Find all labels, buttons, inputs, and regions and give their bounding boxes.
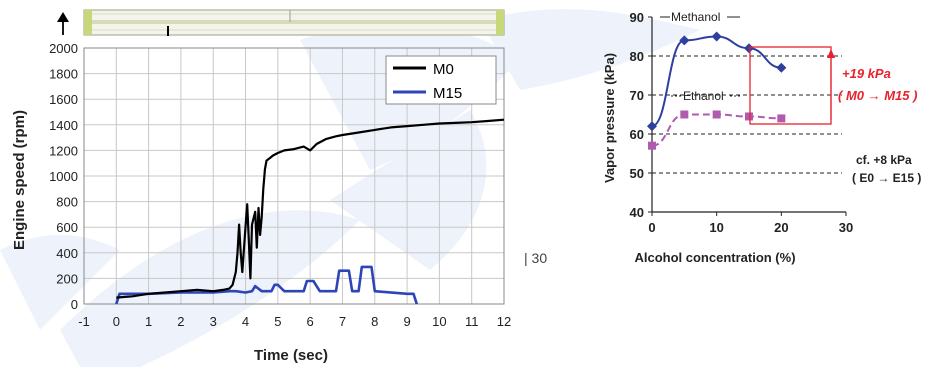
plot-frame: [83, 47, 505, 305]
point-ethanol: [745, 112, 753, 121]
series: [647, 31, 787, 150]
point-methanol: [679, 35, 690, 46]
delta-ethanol-line2: ( E0 → E15 ): [852, 171, 921, 185]
up-arrow-icon: [57, 12, 69, 35]
x-axis-label: Alcohol concentration (%): [634, 250, 795, 265]
x-tick-label: 11: [465, 314, 479, 329]
y-tick-label: 40: [630, 205, 644, 220]
x-tick-label: 2: [177, 314, 184, 329]
series-labels: Methanol Ethanol: [660, 10, 742, 103]
x-tick-label: 30: [839, 220, 853, 235]
x-axis-label: Time (sec): [254, 347, 328, 364]
x-tick-label: 10: [709, 220, 723, 235]
x-tick-label: 0: [113, 314, 120, 329]
label-methanol: Methanol: [671, 10, 720, 24]
y-tick-label: 60: [630, 127, 644, 142]
vapor-pressure-chart: 40 50 60 70 80 90 0 10 20 30 Vapor pressure (kPa…: [602, 10, 921, 265]
point-methanol: [744, 43, 754, 54]
x-tick-labels: 0 10 20 30: [648, 212, 853, 235]
y-tick-label: 70: [630, 88, 644, 103]
point-methanol: [647, 121, 657, 132]
x-tick-label: 8: [371, 314, 378, 329]
legend-m0: M0: [433, 61, 454, 78]
x-tick-label: 10: [432, 314, 446, 329]
point-methanol: [711, 31, 722, 42]
y-tick-label: 1600: [49, 92, 78, 107]
x-tick-label: 1: [145, 314, 152, 329]
x-tick-label: 6: [307, 314, 314, 329]
x-tick-label: 4: [242, 314, 249, 329]
x-tick-label: 3: [210, 314, 217, 329]
point-ethanol: [680, 110, 689, 119]
legend: M0 M15: [385, 55, 497, 105]
y-tick-label: 1400: [49, 118, 78, 133]
y-tick-labels: 0 200 400 600 800 1000 1200 1400 1600 1800 2000: [49, 41, 78, 312]
x-tick-label: 7: [339, 314, 346, 329]
x-tick-label: 12: [497, 314, 511, 329]
y-tick-label: 2000: [49, 41, 78, 56]
point-ethanol: [648, 141, 656, 150]
delta-annotation: +19 kPa ( M0 → M15 ): [749, 46, 917, 125]
delta-methanol-line2: ( M0 → M15 ): [838, 88, 917, 103]
point-methanol: [776, 62, 787, 73]
y-tick-label: 400: [56, 246, 78, 261]
y-tick-label: 200: [56, 271, 78, 286]
y-tick-label: 800: [56, 195, 78, 210]
y-tick-label: 90: [630, 10, 644, 25]
y-tick-label: 50: [630, 166, 644, 181]
x-tick-labels: -1 0 1 2 3 4 5 6 7 8 9 10 11 12: [78, 314, 511, 329]
y-tick-label: 600: [56, 220, 78, 235]
y-tick-label: 1800: [49, 67, 78, 82]
point-ethanol: [777, 114, 786, 123]
y-tick-label: 0: [71, 297, 78, 312]
axes: [651, 17, 846, 213]
series-line-m0: [116, 118, 505, 299]
x-tick-label: 9: [403, 314, 410, 329]
legend-m15: M15: [433, 85, 462, 102]
y-tick-labels: 40 50 60 70 80 90: [630, 10, 652, 220]
delta-methanol-line1: +19 kPa: [842, 66, 891, 81]
label-ethanol: Ethanol: [683, 89, 724, 103]
x-tick-label: 0: [648, 220, 655, 235]
delta-ethanol-line1: cf. +8 kPa: [856, 153, 912, 167]
reference-lines: [652, 55, 842, 174]
x-tick-label: -1: [78, 314, 90, 329]
axes: [83, 47, 505, 305]
y-tick-label: 1200: [49, 143, 78, 158]
time-strip: [83, 9, 505, 36]
x-tick-label: 20: [774, 220, 788, 235]
point-ethanol: [712, 110, 721, 119]
y-axis-label: Engine speed (rpm): [11, 110, 28, 250]
series: [115, 118, 505, 305]
series-line-m15: [115, 265, 419, 305]
y-tick-label: 80: [630, 49, 644, 64]
y-tick-label: 1000: [49, 169, 78, 184]
y-axis-label: Vapor pressure (kPa): [602, 53, 617, 183]
page-number: | 30: [524, 250, 548, 266]
engine-speed-chart: 0 200 400 600 800 1000 1200 1400 1600 1800 2000 -1…: [11, 9, 511, 364]
series-line-ethanol: [651, 113, 782, 147]
x-tick-label: 5: [274, 314, 281, 329]
